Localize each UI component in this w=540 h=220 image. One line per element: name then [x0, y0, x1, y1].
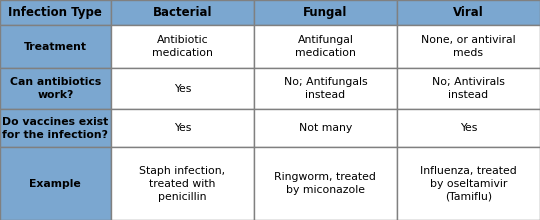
Text: None, or antiviral
meds: None, or antiviral meds [421, 35, 516, 58]
Bar [0, 109, 111, 147]
Text: Yes: Yes [173, 84, 191, 93]
Text: Not many: Not many [299, 123, 352, 133]
Text: Viral: Viral [453, 6, 484, 19]
Bar [254, 109, 397, 147]
Bar [397, 147, 540, 220]
Text: No; Antivirals
instead: No; Antivirals instead [432, 77, 505, 100]
Bar [111, 147, 254, 220]
Text: Example: Example [30, 179, 81, 189]
Bar [111, 68, 254, 109]
Bar [397, 109, 540, 147]
Bar [254, 25, 397, 68]
Bar [111, 109, 254, 147]
Text: Influenza, treated
by oseltamivir
(Tamiflu): Influenza, treated by oseltamivir (Tamif… [420, 165, 517, 202]
Bar [254, 0, 397, 25]
Bar [0, 147, 111, 220]
Bar [0, 68, 111, 109]
Text: Treatment: Treatment [24, 42, 87, 52]
Bar [0, 0, 111, 25]
Text: Staph infection,
treated with
penicillin: Staph infection, treated with penicillin [139, 165, 225, 202]
Bar [397, 0, 540, 25]
Bar [397, 68, 540, 109]
Text: Can antibiotics
work?: Can antibiotics work? [10, 77, 101, 100]
Bar [254, 147, 397, 220]
Bar [111, 25, 254, 68]
Text: Yes: Yes [173, 123, 191, 133]
Text: Antibiotic
medication: Antibiotic medication [152, 35, 213, 58]
Text: Infection Type: Infection Type [9, 6, 102, 19]
Text: Fungal: Fungal [303, 6, 348, 19]
Bar [111, 0, 254, 25]
Text: Do vaccines exist
for the infection?: Do vaccines exist for the infection? [2, 117, 109, 140]
Bar [254, 68, 397, 109]
Text: Bacterial: Bacterial [152, 6, 212, 19]
Text: Antifungal
medication: Antifungal medication [295, 35, 356, 58]
Bar [0, 25, 111, 68]
Bar [397, 25, 540, 68]
Text: Yes: Yes [460, 123, 477, 133]
Text: No; Antifungals
instead: No; Antifungals instead [284, 77, 367, 100]
Text: Ringworm, treated
by miconazole: Ringworm, treated by miconazole [274, 172, 376, 195]
